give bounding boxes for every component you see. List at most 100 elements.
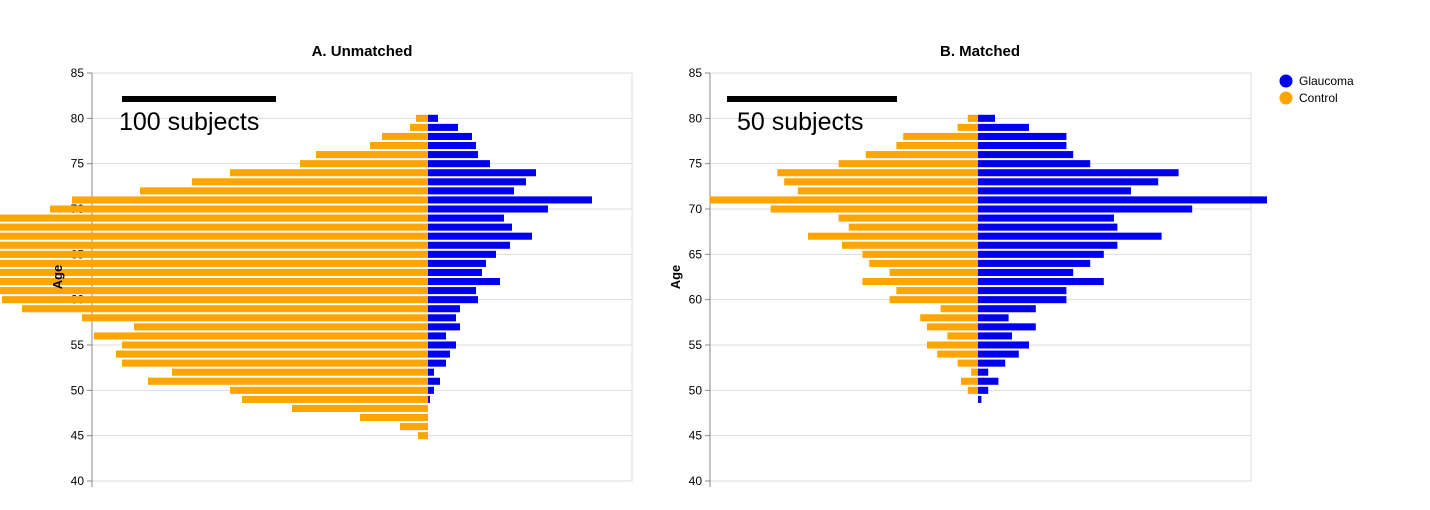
control-bar-age-67 (0, 232, 428, 240)
control-bar-age-57 (134, 323, 428, 331)
glaucoma-bar-age-58 (428, 314, 456, 322)
control-bar-age-64 (869, 259, 978, 267)
legend: Glaucoma Control (1279, 74, 1354, 105)
y-tick-label: 55 (689, 338, 703, 352)
y-tick-label: 80 (689, 111, 703, 125)
y-axis-label: Age (668, 265, 683, 290)
glaucoma-bar-age-52 (428, 368, 434, 376)
glaucoma-bar-age-79 (978, 123, 1029, 131)
y-tick-label: 45 (689, 429, 703, 443)
control-bar-age-80 (416, 114, 428, 122)
glaucoma-bar-age-56 (428, 332, 446, 340)
control-bar-age-63 (889, 268, 978, 277)
glaucoma-bar-age-54 (428, 350, 450, 358)
y-tick-label: 85 (71, 66, 85, 80)
glaucoma-bar-age-51 (428, 377, 440, 385)
scale-bar-label: 100 subjects (119, 108, 259, 136)
legend-label-glaucoma: Glaucoma (1299, 74, 1354, 88)
control-bar-age-62 (0, 277, 428, 286)
glaucoma-bar-age-71 (978, 196, 1267, 204)
control-bar-age-68 (848, 223, 978, 231)
control-bar-age-64 (0, 259, 428, 267)
control-bar-age-76 (865, 151, 978, 159)
y-tick-label: 40 (71, 474, 85, 488)
glaucoma-bar-age-73 (428, 178, 526, 186)
control-bar-age-50 (967, 386, 978, 394)
glaucoma-bar-age-50 (978, 386, 989, 394)
control-bar-age-77 (896, 141, 978, 150)
glaucoma-bar-age-49 (978, 395, 982, 403)
control-bar-age-65 (0, 250, 428, 258)
glaucoma-bar-age-55 (978, 341, 1029, 349)
chart-title: A. Unmatched (312, 43, 413, 60)
glaucoma-bar-age-57 (978, 323, 1036, 331)
glaucoma-bar-age-54 (978, 350, 1019, 358)
glaucoma-bar-age-68 (978, 223, 1118, 231)
control-bar-age-69 (0, 214, 428, 222)
y-axis-label: Age (50, 265, 65, 290)
control-bar-age-74 (230, 169, 428, 177)
glaucoma-bar-age-59 (978, 305, 1036, 313)
glaucoma-bar-age-67 (978, 232, 1162, 240)
glaucoma-bar-age-63 (978, 268, 1074, 277)
y-tick-label: 75 (71, 157, 85, 171)
control-bar-age-75 (300, 160, 428, 168)
control-bar-age-57 (927, 323, 978, 331)
glaucoma-bar-age-78 (428, 132, 472, 141)
control-bar-age-47 (360, 413, 428, 422)
legend-swatch-glaucoma (1279, 74, 1293, 88)
control-bar-age-60 (889, 296, 978, 304)
control-bar-age-70 (50, 205, 428, 213)
control-bar-age-54 (937, 350, 978, 358)
glaucoma-bar-age-72 (978, 187, 1131, 195)
control-bar-age-52 (971, 368, 978, 376)
control-bar-age-77 (370, 141, 428, 150)
glaucoma-bar-age-78 (978, 132, 1067, 141)
glaucoma-bar-age-61 (978, 287, 1067, 295)
y-tick-label: 60 (689, 293, 703, 307)
glaucoma-bar-age-58 (978, 314, 1009, 322)
glaucoma-bar-age-80 (428, 114, 438, 122)
glaucoma-bar-age-60 (978, 296, 1067, 304)
legend-swatch-control (1279, 91, 1293, 105)
control-bar-age-51 (961, 377, 978, 385)
glaucoma-bar-age-75 (978, 160, 1091, 168)
glaucoma-bar-age-72 (428, 187, 514, 195)
glaucoma-bar-age-67 (428, 232, 532, 240)
y-tick-label: 40 (689, 474, 703, 488)
glaucoma-bar-age-51 (978, 377, 999, 385)
glaucoma-bar-age-59 (428, 305, 460, 313)
glaucoma-bar-age-60 (428, 296, 478, 304)
scale-bar (727, 96, 897, 102)
control-bar-age-61 (0, 287, 428, 295)
chart-title: B. Matched (940, 43, 1020, 60)
glaucoma-bar-age-66 (428, 241, 510, 249)
glaucoma-bar-age-52 (978, 368, 989, 376)
glaucoma-bar-age-64 (978, 259, 1091, 267)
control-bar-age-49 (242, 395, 428, 403)
glaucoma-bar-age-53 (428, 359, 446, 367)
control-bar-age-72 (797, 187, 978, 195)
control-bar-age-73 (192, 178, 428, 186)
y-tick-label: 80 (71, 111, 85, 125)
glaucoma-bar-age-76 (428, 151, 478, 159)
control-bar-age-67 (808, 232, 978, 240)
glaucoma-bar-age-50 (428, 386, 434, 394)
control-bar-age-79 (410, 123, 428, 131)
y-tick-label: 50 (71, 383, 85, 397)
control-bar-age-55 (122, 341, 428, 349)
glaucoma-bar-age-65 (428, 250, 496, 258)
glaucoma-bar-age-69 (428, 214, 504, 222)
glaucoma-bar-age-65 (978, 250, 1104, 258)
control-bar-age-68 (0, 223, 428, 231)
control-bar-age-76 (316, 151, 428, 159)
control-bar-age-74 (777, 169, 978, 177)
glaucoma-bar-age-77 (978, 141, 1067, 150)
control-bar-age-71 (72, 196, 428, 204)
y-tick-label: 55 (71, 338, 85, 352)
control-bar-age-58 (82, 314, 428, 322)
control-bar-age-79 (957, 123, 978, 131)
y-tick-label: 50 (689, 383, 703, 397)
